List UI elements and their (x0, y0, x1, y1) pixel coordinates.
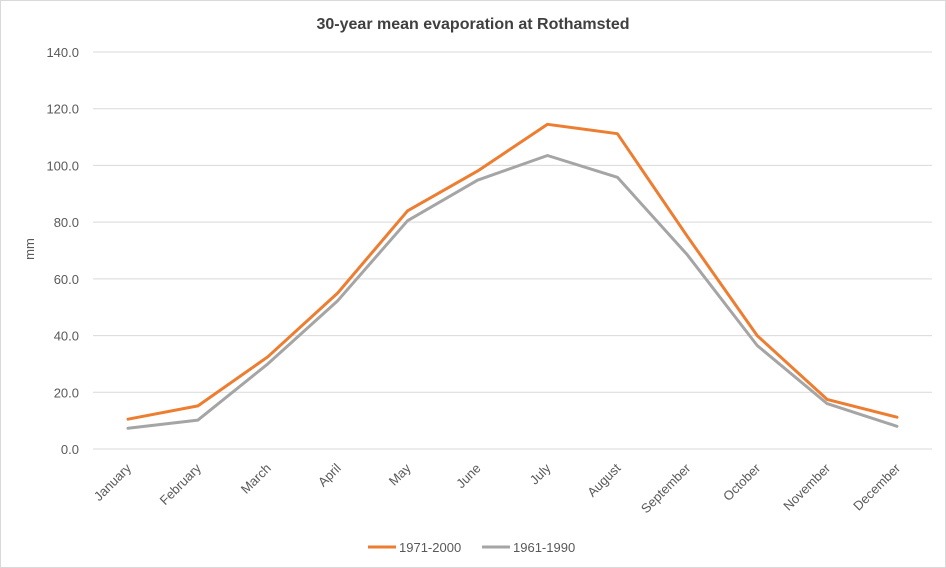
y-axis-label: mm (22, 238, 37, 260)
x-tick-label: June (453, 461, 484, 492)
y-tick-label: 40.0 (54, 329, 79, 344)
y-tick-label: 60.0 (54, 272, 79, 287)
y-tick-label: 0.0 (61, 442, 79, 457)
y-tick-label: 80.0 (54, 215, 79, 230)
x-tick-label: July (527, 460, 554, 487)
x-tick-label: April (315, 460, 344, 489)
x-axis-ticks: January February March April May June July Augu… (91, 460, 904, 516)
legend-label: 1971-2000 (399, 540, 461, 555)
x-tick-label: January (91, 460, 135, 504)
y-tick-label: 140.0 (46, 45, 79, 60)
x-tick-label: November (780, 460, 833, 513)
y-tick-label: 100.0 (46, 158, 79, 173)
x-tick-label: December (850, 460, 903, 513)
series-line-1971-2000 (126, 122, 899, 421)
x-tick-label: October (720, 460, 764, 504)
x-tick-label: March (238, 461, 274, 497)
y-tick-label: 20.0 (54, 385, 79, 400)
y-axis-ticks: 0.0 20.0 40.0 60.0 80.0 100.0 120.0 140.0 (46, 45, 79, 457)
series-line-1961-1990 (126, 154, 899, 430)
x-tick-label: September (638, 460, 694, 516)
series-lines (126, 122, 899, 430)
x-tick-label: August (584, 460, 623, 499)
x-tick-label: February (157, 460, 205, 508)
y-tick-label: 120.0 (46, 102, 79, 117)
legend: 1971-2000 1961-1990 (368, 540, 575, 555)
chart-title: 30-year mean evaporation at Rothamsted (317, 16, 630, 33)
legend-label: 1961-1990 (513, 540, 575, 555)
x-tick-label: May (386, 460, 414, 488)
